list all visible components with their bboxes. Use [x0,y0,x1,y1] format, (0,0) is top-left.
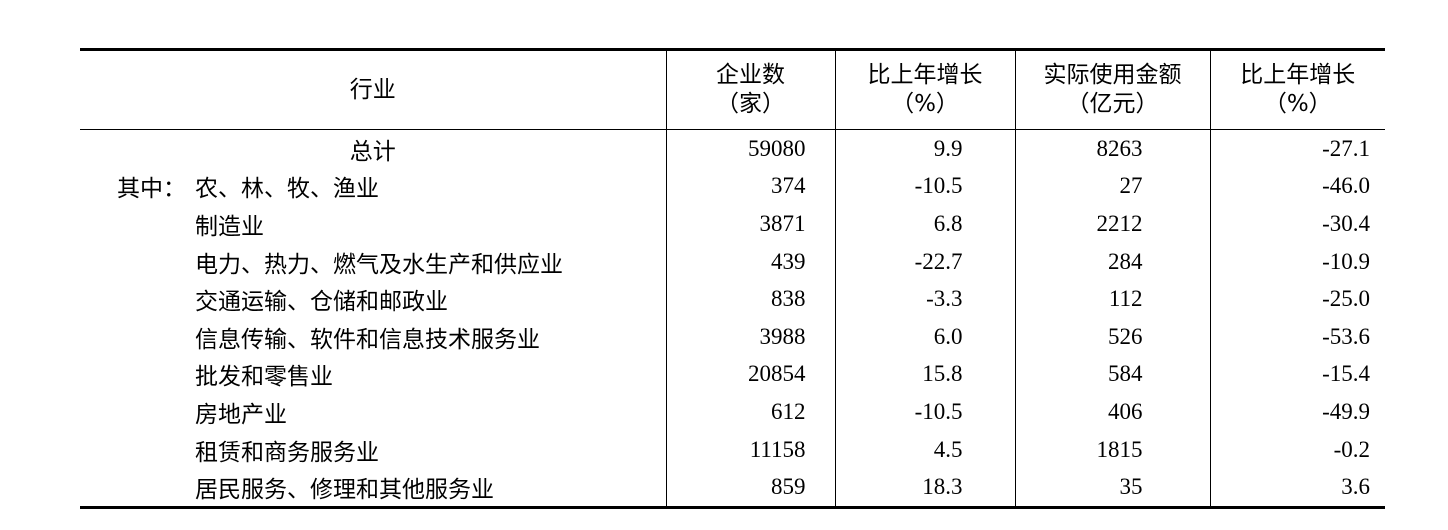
table-row: 总计 59080 9.9 8263 -27.1 [80,129,1385,168]
table-row: 居民服务、修理和其他服务业 859 18.3 35 3.6 [80,468,1385,508]
header-cell: 比上年增长 （%） [834,49,1015,130]
table-row: 房地产业 612 -10.5 406 -49.9 [80,393,1385,431]
value-cell: -15.4 [1209,355,1385,394]
value-cell: 1815 [1014,430,1210,469]
table-row: 交通运输、仓储和邮政业 838 -3.3 112 -25.0 [80,280,1385,318]
value-cell: 18.3 [834,468,1015,508]
row-label: 制造业 [195,213,264,240]
value-cell: 838 [665,280,835,318]
value-cell: 35 [1014,468,1210,508]
value-cell: 8263 [1014,129,1210,168]
value-cell: 284 [1014,242,1210,281]
header-text: 比上年增长 [1240,62,1356,88]
value-cell: -30.4 [1209,205,1385,243]
value-cell: 112 [1014,280,1210,318]
value-cell: 612 [665,393,835,431]
header-text: （%） [1263,91,1332,117]
header-text: 实际使用金额 [1043,62,1182,88]
value-cell: 27 [1014,167,1210,206]
value-cell: 3871 [665,205,835,243]
header-text: 企业数 [716,62,785,88]
header-text: 行业 [349,76,396,103]
row-label-cell: 租赁和商务服务业 [80,431,666,469]
value-cell: -49.9 [1209,393,1385,431]
value-cell: 374 [665,167,835,206]
data-table: 行业 企业数 （家） 比上年增长 （%） 实际使用金额 （亿元） 比上年增长 （%） 总计 590… [80,48,1385,509]
row-label-cell: 批发和零售业 [80,356,666,394]
table-row: 制造业 3871 6.8 2212 -30.4 [80,205,1385,243]
value-cell: 20854 [665,355,835,394]
value-cell: 526 [1014,317,1210,356]
header-cell: 企业数 （家） [665,49,835,130]
table-row: 租赁和商务服务业 11158 4.5 1815 -0.2 [80,430,1385,469]
row-label: 信息传输、软件和信息技术服务业 [195,326,540,353]
row-prefix: 其中： [117,176,186,203]
header-text: （家） [716,91,785,117]
header-cell: 实际使用金额 （亿元） [1014,49,1210,130]
value-cell: -22.7 [834,242,1015,281]
value-cell: 3.6 [1209,468,1385,508]
row-label: 交通运输、仓储和邮政业 [195,289,448,316]
row-label: 农、林、牧、渔业 [195,176,379,203]
table-row: 信息传输、软件和信息技术服务业 3988 6.0 526 -53.6 [80,317,1385,356]
row-label-cell: 交通运输、仓储和邮政业 [80,280,666,318]
row-label-cell: 信息传输、软件和信息技术服务业 [80,318,666,356]
value-cell: -53.6 [1209,317,1385,356]
row-label-cell: 居民服务、修理和其他服务业 [80,468,666,507]
value-cell: 406 [1014,393,1210,431]
value-cell: 11158 [665,430,835,469]
header-cell: 比上年增长 （%） [1209,49,1385,130]
row-label-cell: 其中： 农、林、牧、渔业 [80,168,666,206]
value-cell: 6.0 [834,317,1015,356]
value-cell: 859 [665,468,835,508]
value-cell: -46.0 [1209,167,1385,206]
row-label: 批发和零售业 [195,364,333,391]
value-cell: 584 [1014,355,1210,394]
table-row: 批发和零售业 20854 15.8 584 -15.4 [80,355,1385,394]
row-label-cell: 制造业 [80,205,666,243]
value-cell: 3988 [665,317,835,356]
value-cell: -3.3 [834,280,1015,318]
row-label-cell: 房地产业 [80,393,666,431]
header-text: （%） [891,91,959,117]
value-cell: -25.0 [1209,280,1385,318]
value-cell: 9.9 [834,129,1015,168]
header-text: （亿元） [1066,91,1159,117]
header-text: 比上年增长 [867,62,983,88]
value-cell: 2212 [1014,205,1210,243]
row-label-cell: 电力、热力、燃气及水生产和供应业 [80,243,666,281]
value-cell: 15.8 [834,355,1015,394]
row-label: 租赁和商务服务业 [195,439,379,466]
value-cell: -10.5 [834,393,1015,431]
value-cell: 4.5 [834,430,1015,469]
row-label: 房地产业 [195,401,287,428]
row-label: 居民服务、修理和其他服务业 [195,477,494,504]
value-cell: -10.5 [834,167,1015,206]
header-cell: 行业 [80,49,666,130]
table-row: 其中： 农、林、牧、渔业 374 -10.5 27 -46.0 [80,167,1385,206]
row-label: 电力、热力、燃气及水生产和供应业 [195,251,563,278]
header-row: 行业 企业数 （家） 比上年增长 （%） 实际使用金额 （亿元） 比上年增长 （%） [80,49,1385,130]
value-cell: -27.1 [1209,129,1385,168]
value-cell: 6.8 [834,205,1015,243]
value-cell: -0.2 [1209,430,1385,469]
row-label-cell: 总计 [80,130,666,168]
value-cell: 59080 [665,129,835,168]
row-label: 总计 [349,138,396,165]
value-cell: 439 [665,242,835,281]
value-cell: -10.9 [1209,242,1385,281]
table-body: 总计 59080 9.9 8263 -27.1 其中： 农、林、牧、渔业 374 -10.5 27… [80,129,1385,508]
table-row: 电力、热力、燃气及水生产和供应业 439 -22.7 284 -10.9 [80,242,1385,281]
